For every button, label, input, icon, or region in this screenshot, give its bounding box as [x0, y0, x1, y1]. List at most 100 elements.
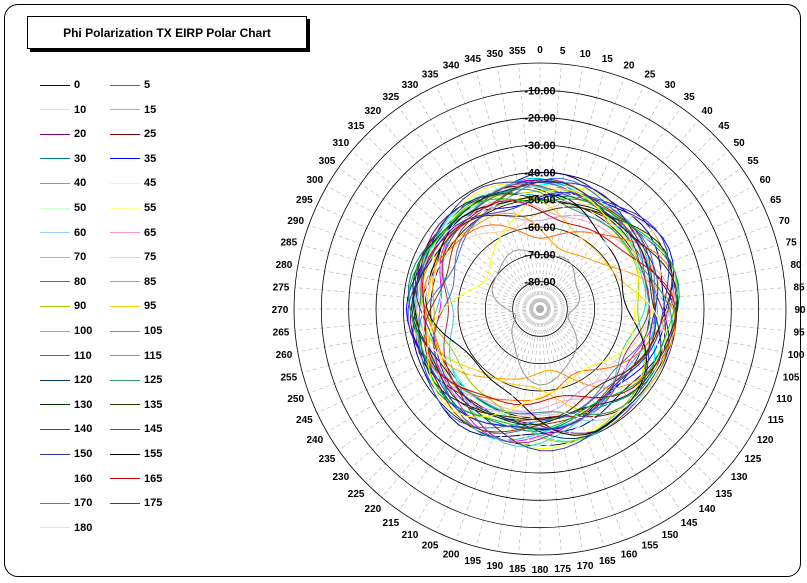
chart-area	[4, 4, 801, 577]
legend-swatch	[40, 109, 70, 111]
legend-label: 55	[144, 202, 157, 214]
angular-gridline	[338, 308, 541, 451]
legend-swatch	[40, 478, 70, 480]
legend-label: 135	[144, 398, 163, 411]
angular-tick-label: 115	[768, 415, 785, 426]
legend-item: 175	[110, 496, 162, 510]
legend-swatch	[110, 207, 140, 209]
series-95-line	[424, 198, 668, 415]
angular-gridline	[381, 120, 541, 310]
radial-tick-label: -70.00	[524, 249, 555, 261]
angular-tick-label: 235	[319, 454, 336, 465]
angular-tick-label: 85	[793, 282, 805, 293]
angular-tick-label: 110	[776, 394, 793, 405]
series-140-line	[423, 178, 657, 433]
legend-label: 155	[144, 448, 163, 460]
angular-tick-label: 295	[296, 195, 313, 206]
series-25-line	[415, 185, 677, 421]
angular-tick-label: 190	[487, 561, 504, 572]
angular-gridline	[539, 308, 604, 547]
legend-swatch	[110, 330, 140, 332]
angular-gridline	[539, 308, 729, 468]
legend-swatch	[40, 428, 70, 430]
legend-item: 70	[40, 250, 86, 264]
legend-swatch	[110, 133, 140, 135]
angular-gridline	[539, 308, 699, 498]
legend-swatch	[110, 84, 140, 86]
legend-swatch	[110, 305, 140, 307]
legend-swatch	[40, 379, 70, 381]
legend-item: 35	[110, 152, 156, 166]
legend-swatch	[40, 281, 70, 283]
legend-item: 100	[40, 324, 92, 338]
series-155-line	[424, 193, 648, 436]
series-100-line	[432, 212, 676, 389]
series-65-line	[419, 198, 676, 412]
angular-gridline	[297, 265, 541, 310]
angular-tick-label: 40	[702, 106, 714, 117]
angular-tick-label: 285	[281, 238, 298, 249]
legend-label: 180	[74, 521, 93, 534]
angular-tick-label: 155	[642, 541, 659, 552]
legend-swatch	[110, 281, 140, 283]
legend-swatch	[40, 305, 70, 307]
legend-swatch	[40, 453, 70, 455]
angular-gridline	[539, 308, 715, 484]
legend-item: 105	[110, 324, 162, 338]
angular-tick-label: 320	[365, 106, 382, 117]
legend-swatch	[110, 453, 140, 455]
angular-tick-label: 265	[273, 328, 290, 339]
legend-label: 0	[74, 79, 81, 91]
legend-label: 5	[144, 79, 151, 91]
legend-swatch	[110, 256, 140, 258]
legend-swatch	[110, 109, 140, 111]
angular-tick-label: 35	[684, 92, 696, 103]
legend-label: 130	[74, 398, 93, 411]
legend-item: 40	[40, 176, 86, 190]
legend-label: 100	[74, 325, 93, 337]
legend-label: 40	[74, 177, 87, 190]
legend-swatch	[110, 428, 140, 430]
legend-item: 50	[40, 201, 86, 215]
legend-swatch	[110, 404, 140, 406]
angular-tick-label: 215	[383, 518, 400, 529]
angular-gridline	[496, 308, 541, 552]
legend-label: 175	[144, 497, 163, 510]
legend-swatch	[110, 232, 140, 234]
legend-label: 50	[74, 202, 87, 214]
legend-swatch	[40, 84, 70, 86]
series-135-line	[412, 206, 673, 421]
angular-tick-label: 130	[731, 472, 748, 483]
legend-swatch	[40, 355, 70, 357]
legend-label: 20	[74, 128, 87, 141]
angular-gridline	[539, 308, 764, 414]
angular-tick-label: 90	[794, 305, 806, 316]
radial-tick-label: -20.00	[524, 113, 555, 125]
angular-tick-label: 100	[788, 350, 805, 361]
legend-label: 115	[144, 349, 162, 362]
angular-tick-label: 10	[580, 49, 592, 60]
angular-tick-label: 310	[332, 138, 349, 149]
angular-tick-label: 30	[664, 80, 676, 91]
radial-tick-label: -30.00	[524, 140, 555, 152]
angular-gridline	[539, 66, 584, 310]
angular-tick-label: 105	[783, 372, 800, 383]
legend-swatch	[40, 502, 70, 504]
angular-tick-label: 220	[365, 504, 382, 515]
angular-tick-label: 170	[577, 561, 594, 572]
angular-tick-label: 305	[319, 156, 336, 167]
angular-tick-label: 175	[554, 564, 571, 575]
angular-gridline	[539, 308, 772, 394]
legend-swatch	[110, 502, 140, 504]
angular-tick-label: 65	[770, 195, 782, 206]
series-175-line	[407, 191, 670, 429]
legend-label: 70	[74, 251, 87, 264]
legend-item: 125	[110, 373, 162, 387]
legend-item: 110	[40, 349, 92, 363]
legend-label: 85	[144, 275, 157, 288]
legend-label: 125	[144, 374, 163, 387]
legend-label: 140	[74, 423, 93, 436]
angular-tick-label: 55	[747, 156, 759, 167]
legend-label: 120	[74, 374, 93, 387]
legend-item: 160	[40, 472, 92, 486]
